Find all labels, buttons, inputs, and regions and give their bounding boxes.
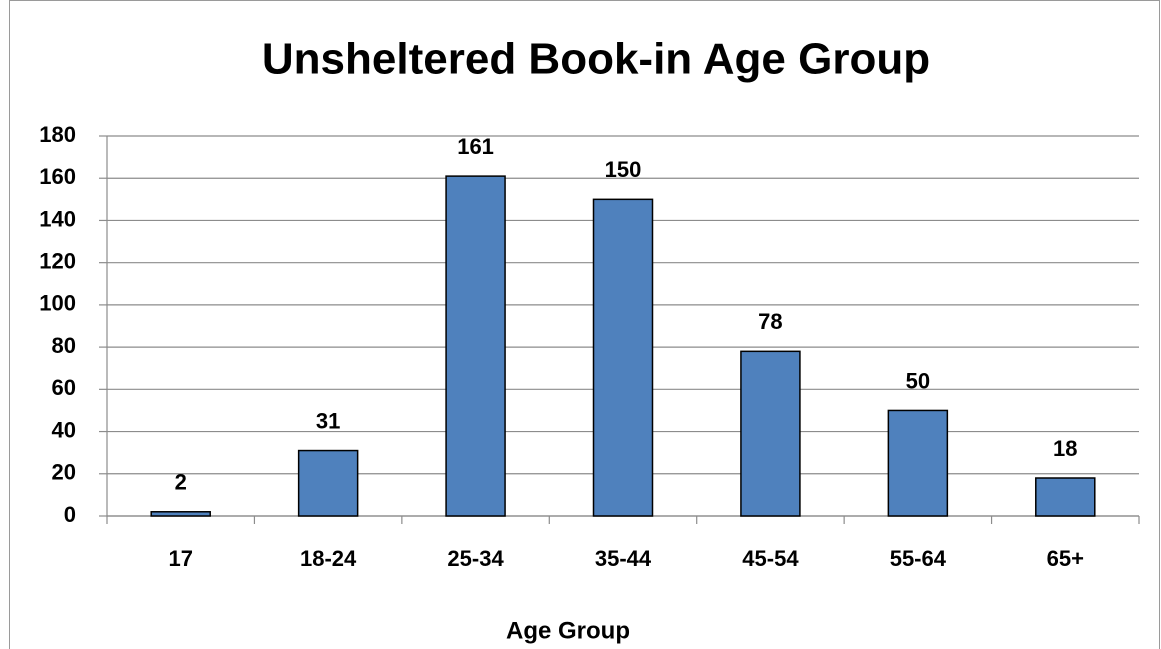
data-label: 31: [316, 408, 340, 433]
x-axis-title: Age Group: [506, 617, 630, 644]
data-label: 150: [605, 157, 642, 182]
bar: [1035, 477, 1096, 517]
y-tick-label: 140: [39, 206, 76, 231]
y-tick-label: 180: [39, 122, 76, 147]
x-tick-label: 25-34: [447, 546, 504, 571]
bar: [740, 350, 801, 517]
y-tick-label: 80: [52, 333, 76, 358]
y-tick-label: 40: [52, 417, 76, 442]
chart-frame: [9, 0, 1160, 649]
x-tick-label: 18-24: [300, 546, 357, 571]
y-tick-label: 120: [39, 248, 76, 273]
y-tick-label: 20: [52, 460, 76, 485]
data-label: 18: [1053, 436, 1077, 461]
bar: [150, 511, 211, 517]
bar: [297, 449, 359, 517]
x-tick-label: 17: [168, 546, 192, 571]
x-tick-label: 55-64: [890, 546, 947, 571]
y-tick-label: 100: [39, 291, 76, 316]
y-tick-label: 160: [39, 164, 76, 189]
x-tick-label: 35-44: [595, 546, 652, 571]
y-tick-label: 60: [52, 375, 76, 400]
data-label: 50: [906, 368, 930, 393]
data-label: 161: [457, 134, 494, 159]
x-tick-label: 45-54: [742, 546, 799, 571]
data-label: 2: [175, 470, 187, 495]
bar: [592, 198, 654, 517]
chart-title: Unsheltered Book-in Age Group: [262, 35, 930, 84]
bar: [445, 175, 506, 517]
x-tick-label: 65+: [1047, 546, 1084, 571]
bar: [887, 409, 949, 517]
y-tick-label: 0: [64, 502, 76, 527]
data-label: 78: [758, 309, 782, 334]
